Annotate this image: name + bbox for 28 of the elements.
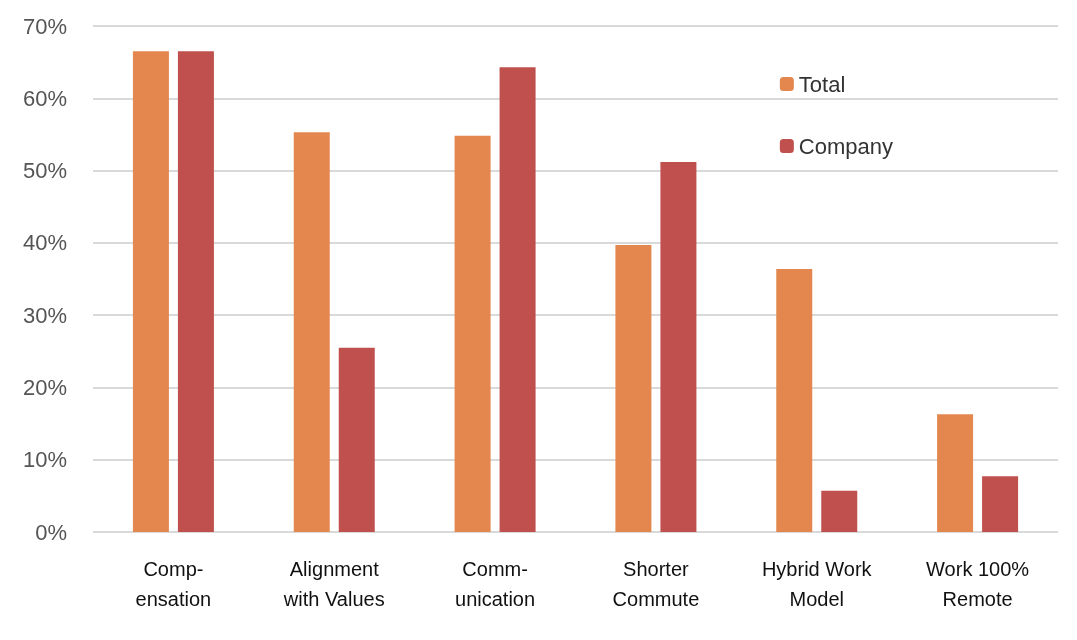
bar <box>615 245 652 532</box>
bar <box>499 67 536 532</box>
x-tick-label: Alignment with Values <box>282 558 385 610</box>
y-tick-label: 0% <box>35 519 67 545</box>
y-tick-label: 70% <box>22 13 67 39</box>
legend-label: Total <box>798 71 846 97</box>
y-tick-label: 30% <box>22 302 67 328</box>
bar <box>132 51 169 532</box>
x-tick-label: Hybrid Work Model <box>761 558 873 610</box>
x-tick-label: Comm- unication <box>455 558 536 610</box>
y-tick-label: 10% <box>22 447 67 473</box>
y-tick-label: 60% <box>22 85 67 111</box>
y-tick-label: 50% <box>22 158 67 184</box>
x-tick-label: Comp- ensation <box>135 558 212 610</box>
bar <box>937 414 974 532</box>
x-tick-label: Shorter Commute <box>612 558 700 610</box>
bar <box>982 476 1019 532</box>
bar <box>454 135 491 532</box>
legend-label: Company <box>798 133 893 159</box>
bar <box>293 132 330 532</box>
y-tick-label: 40% <box>22 230 67 256</box>
bar <box>776 268 813 532</box>
x-tick-label: Work 100% Remote <box>926 558 1030 610</box>
bar <box>338 347 375 532</box>
bar <box>177 51 214 532</box>
bar <box>660 161 697 532</box>
y-tick-label: 20% <box>22 374 67 400</box>
bar <box>821 490 858 532</box>
